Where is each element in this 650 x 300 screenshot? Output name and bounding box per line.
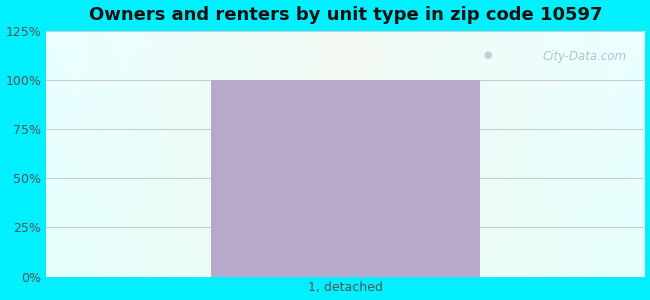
Title: Owners and renters by unit type in zip code 10597: Owners and renters by unit type in zip c… — [88, 6, 602, 24]
Text: City-Data.com: City-Data.com — [542, 50, 627, 63]
Bar — [211, 80, 480, 277]
Text: ●: ● — [484, 50, 492, 60]
